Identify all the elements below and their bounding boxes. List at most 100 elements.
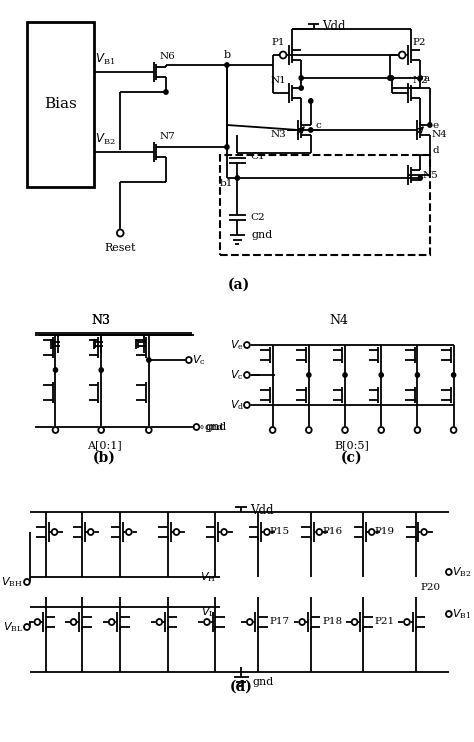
Circle shape xyxy=(428,122,432,127)
Text: P15: P15 xyxy=(270,528,290,536)
Circle shape xyxy=(193,424,199,430)
Text: a: a xyxy=(423,73,429,82)
Circle shape xyxy=(186,357,191,363)
Text: d: d xyxy=(433,145,439,154)
Circle shape xyxy=(415,427,420,433)
Text: $V_\mathregular{c}$: $V_\mathregular{c}$ xyxy=(230,368,244,382)
Text: N4: N4 xyxy=(330,314,349,326)
Circle shape xyxy=(52,529,57,535)
Circle shape xyxy=(452,372,456,377)
Circle shape xyxy=(244,372,250,378)
Circle shape xyxy=(117,229,124,237)
Circle shape xyxy=(204,619,210,625)
Circle shape xyxy=(24,579,30,585)
Text: $V_\mathregular{B1}$: $V_\mathregular{B1}$ xyxy=(94,52,115,67)
Text: gnd: gnd xyxy=(252,230,273,240)
Text: (d): (d) xyxy=(230,680,253,694)
Circle shape xyxy=(299,619,305,625)
Text: c: c xyxy=(316,120,321,130)
Text: N3: N3 xyxy=(270,130,286,139)
Text: P19: P19 xyxy=(374,528,395,536)
Bar xyxy=(220,155,430,255)
Circle shape xyxy=(235,176,239,180)
Text: $\circ$gnd: $\circ$gnd xyxy=(198,421,225,433)
Circle shape xyxy=(244,402,250,408)
Circle shape xyxy=(369,529,374,535)
Text: P17: P17 xyxy=(270,617,290,626)
Circle shape xyxy=(99,368,103,372)
Circle shape xyxy=(98,427,104,433)
Circle shape xyxy=(35,619,40,625)
Text: N7: N7 xyxy=(159,131,175,140)
Circle shape xyxy=(446,611,452,617)
Circle shape xyxy=(53,427,58,433)
Text: P1: P1 xyxy=(272,38,285,47)
Text: N4: N4 xyxy=(432,130,447,139)
Circle shape xyxy=(309,99,313,103)
Circle shape xyxy=(54,368,57,372)
Circle shape xyxy=(451,427,456,433)
Circle shape xyxy=(421,529,427,535)
Text: $V_\mathregular{BL}$: $V_\mathregular{BL}$ xyxy=(3,620,23,634)
Circle shape xyxy=(446,569,452,575)
Text: $V_\mathregular{d}$: $V_\mathregular{d}$ xyxy=(230,398,244,412)
Text: Vdd: Vdd xyxy=(322,19,346,33)
Circle shape xyxy=(244,342,250,348)
Circle shape xyxy=(399,51,406,59)
Text: P16: P16 xyxy=(322,528,342,536)
Text: gnd: gnd xyxy=(206,422,227,432)
Text: $V_\mathregular{c}$: $V_\mathregular{c}$ xyxy=(191,353,205,367)
Text: (c): (c) xyxy=(341,451,363,465)
Text: $V_\mathregular{B2}$: $V_\mathregular{B2}$ xyxy=(452,565,471,579)
Circle shape xyxy=(126,529,132,535)
Text: A[0:1]: A[0:1] xyxy=(87,440,121,450)
Text: e: e xyxy=(433,120,439,130)
Circle shape xyxy=(247,619,253,625)
Circle shape xyxy=(147,358,151,362)
Text: b1: b1 xyxy=(219,179,233,188)
Text: P2: P2 xyxy=(413,38,426,47)
Circle shape xyxy=(418,76,422,80)
Text: gnd: gnd xyxy=(253,677,274,687)
Circle shape xyxy=(146,427,152,433)
Circle shape xyxy=(317,529,322,535)
Text: N5: N5 xyxy=(422,171,438,180)
Text: $V_\mathregular{H}$: $V_\mathregular{H}$ xyxy=(200,570,216,584)
Text: P21: P21 xyxy=(374,617,395,626)
Circle shape xyxy=(390,76,394,80)
Text: (b): (b) xyxy=(92,451,116,465)
Circle shape xyxy=(24,624,30,630)
Text: B[0:5]: B[0:5] xyxy=(334,440,369,450)
Text: Vdd: Vdd xyxy=(250,504,273,516)
Text: $V_\mathregular{B1}$: $V_\mathregular{B1}$ xyxy=(452,607,471,621)
Text: P20: P20 xyxy=(420,582,440,591)
Circle shape xyxy=(299,76,303,80)
Circle shape xyxy=(221,529,227,535)
Text: b: b xyxy=(223,50,230,60)
Circle shape xyxy=(307,372,311,377)
Text: $V_\mathregular{e}$: $V_\mathregular{e}$ xyxy=(230,338,244,352)
Circle shape xyxy=(280,51,286,59)
Text: Bias: Bias xyxy=(44,97,77,111)
Circle shape xyxy=(173,529,179,535)
Circle shape xyxy=(404,619,410,625)
Text: N3: N3 xyxy=(91,314,111,326)
Circle shape xyxy=(299,86,303,91)
Circle shape xyxy=(270,427,275,433)
Text: P18: P18 xyxy=(322,617,342,626)
Circle shape xyxy=(88,529,93,535)
Circle shape xyxy=(164,90,168,94)
Circle shape xyxy=(109,619,115,625)
Text: $V_\mathregular{BH}$: $V_\mathregular{BH}$ xyxy=(1,575,23,589)
Circle shape xyxy=(418,176,422,180)
Circle shape xyxy=(388,76,392,80)
Circle shape xyxy=(156,619,162,625)
Text: $V_\mathregular{B2}$: $V_\mathregular{B2}$ xyxy=(94,132,115,147)
Text: C1: C1 xyxy=(251,151,265,160)
Text: $V_\mathregular{L}$: $V_\mathregular{L}$ xyxy=(201,605,216,619)
Text: N1: N1 xyxy=(271,76,286,85)
Circle shape xyxy=(71,619,76,625)
Text: C2: C2 xyxy=(251,212,265,222)
Text: N6: N6 xyxy=(159,51,175,61)
Circle shape xyxy=(343,372,347,377)
